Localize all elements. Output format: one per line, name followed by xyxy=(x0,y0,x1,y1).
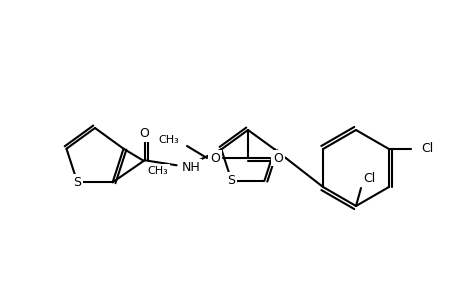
Text: O: O xyxy=(273,152,282,164)
Text: S: S xyxy=(227,174,235,187)
Text: Cl: Cl xyxy=(420,142,432,155)
Text: CH₃: CH₃ xyxy=(147,166,168,176)
Text: NH: NH xyxy=(181,161,200,174)
Text: O: O xyxy=(210,152,219,164)
Text: S: S xyxy=(73,176,81,189)
Text: CH₃: CH₃ xyxy=(158,135,179,145)
Text: Cl: Cl xyxy=(362,172,375,185)
Text: O: O xyxy=(140,127,149,140)
